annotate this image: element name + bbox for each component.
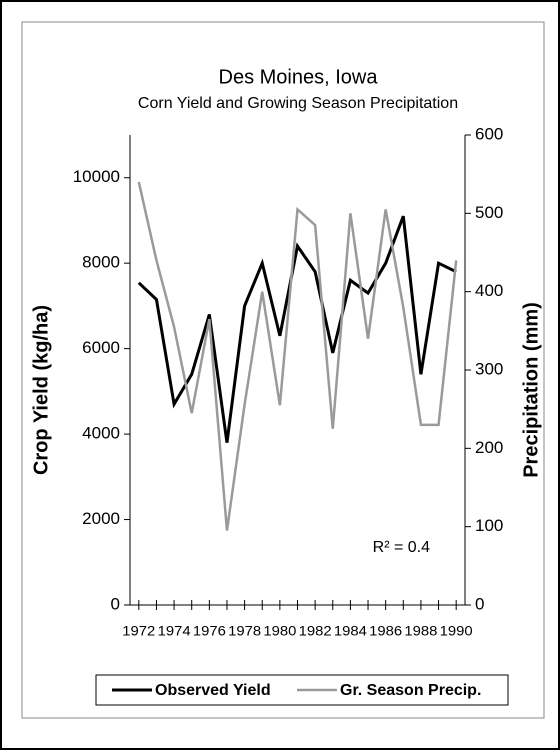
x-tick-label: 1986	[369, 623, 402, 639]
y-tick-label: 2000	[82, 509, 120, 528]
annotation: R² = 0.4	[373, 539, 430, 556]
y-tick-label: 8000	[82, 253, 120, 272]
legend-label: Gr. Season Precip.	[340, 682, 481, 699]
x-tick-label: 1976	[193, 623, 226, 639]
y2-tick-label: 600	[475, 124, 503, 143]
y-tick-label: 10000	[73, 167, 120, 186]
y2-tick-label: 500	[475, 203, 503, 222]
y2-tick-label: 0	[475, 594, 484, 613]
y2-tick-label: 300	[475, 359, 503, 378]
x-tick-label: 1982	[299, 623, 332, 639]
chart-frame	[21, 21, 545, 719]
x-tick-label: 1978	[228, 623, 261, 639]
y-tick-label: 6000	[82, 338, 120, 357]
x-tick-label: 1990	[440, 623, 473, 639]
x-tick-label: 1984	[334, 623, 367, 639]
x-tick-label: 1974	[158, 623, 191, 639]
chart-title: Des Moines, Iowa	[219, 66, 379, 88]
y2-tick-label: 200	[475, 438, 503, 457]
y-tick-label: 0	[111, 594, 120, 613]
series-line	[137, 181, 458, 531]
x-tick-label: 1988	[404, 623, 437, 639]
legend-label: Observed Yield	[155, 682, 271, 699]
x-tick-label: 1980	[263, 623, 296, 639]
y-axis-label: Crop Yield (kg/ha)	[30, 305, 52, 475]
series-line	[137, 215, 457, 443]
chart-subtitle: Corn Yield and Growing Season Precipitat…	[138, 95, 458, 112]
y2-tick-label: 100	[475, 516, 503, 535]
y2-axis-label: Precipitation (mm)	[520, 302, 542, 478]
y-tick-label: 4000	[82, 424, 120, 443]
x-tick-label: 1972	[122, 623, 155, 639]
y2-tick-label: 400	[475, 281, 503, 300]
